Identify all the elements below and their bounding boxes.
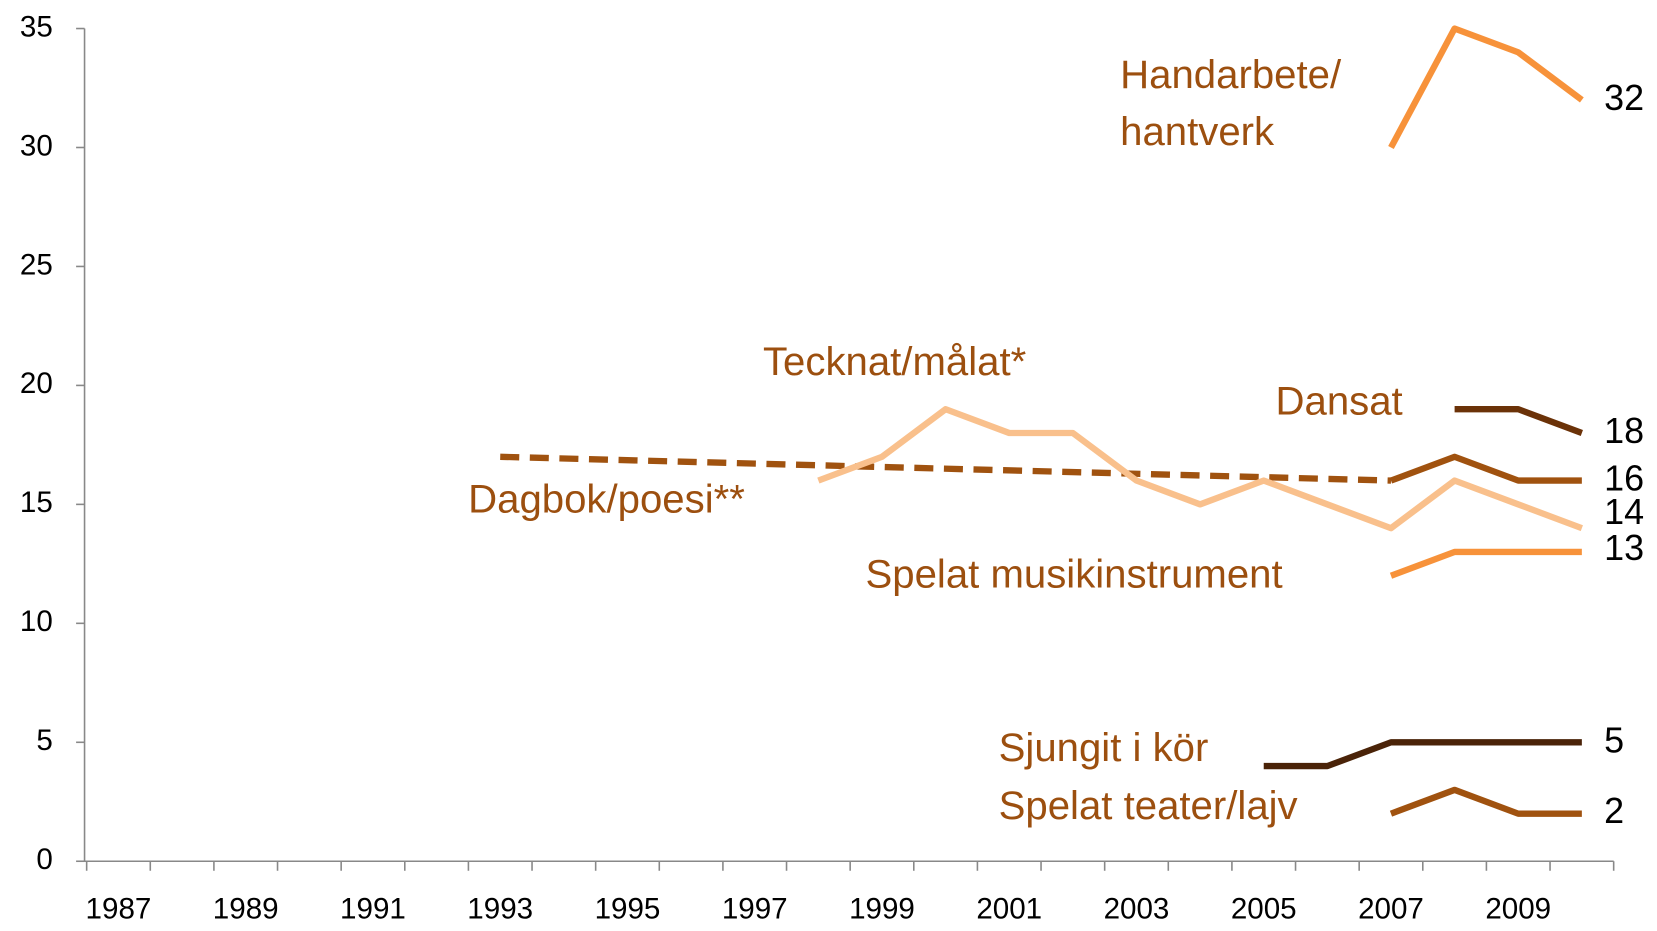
series-name: Sjungit i kör	[999, 725, 1209, 770]
y-tick-label: 15	[20, 486, 53, 519]
x-tick-label: 1995	[595, 893, 661, 926]
x-tick-label: 1989	[213, 893, 279, 926]
y-tick-label: 35	[20, 10, 53, 43]
x-tick-label: 2005	[1231, 893, 1297, 926]
y-tick-label: 20	[20, 367, 53, 400]
series-line	[1389, 786, 1582, 817]
x-tick-label: 1997	[722, 893, 788, 926]
end-label: 16	[1604, 457, 1644, 498]
series-line	[1389, 453, 1582, 484]
x-tick-label: 2001	[976, 893, 1042, 926]
y-tick-label: 30	[20, 129, 53, 162]
y-tick-label: 0	[36, 843, 52, 876]
series-name: Spelat teater/lajv	[999, 783, 1298, 828]
series-name-line: Handarbete/	[1120, 52, 1342, 97]
end-label: 5	[1604, 719, 1624, 760]
series-name: Handarbete/hantverk	[1120, 52, 1342, 154]
x-tick-label: 2007	[1358, 893, 1424, 926]
series-line	[1454, 406, 1583, 436]
x-tick-label: 1999	[849, 893, 915, 926]
series-line	[1263, 739, 1582, 770]
x-tick-label: 2009	[1485, 893, 1551, 926]
series-name: Dagbok/poesi**	[468, 477, 745, 522]
x-tick-label: 1993	[467, 893, 533, 926]
end-label: 32	[1604, 77, 1644, 118]
y-tick-label: 25	[20, 248, 53, 281]
series-line	[817, 406, 1583, 532]
series-line	[1388, 25, 1584, 149]
series-name: Dansat	[1276, 378, 1403, 423]
x-tick-label: 1987	[86, 893, 152, 926]
end-label: 2	[1604, 790, 1624, 831]
end-label: 18	[1604, 410, 1644, 451]
series-line	[1389, 548, 1582, 579]
series-line	[500, 453, 1392, 484]
series-name: Tecknat/målat*	[763, 339, 1026, 384]
end-label: 14	[1604, 491, 1644, 532]
x-tick-label: 1991	[340, 893, 406, 926]
y-tick-label: 5	[36, 724, 52, 757]
series-name: Spelat musikinstrument	[865, 552, 1282, 597]
x-tick-label: 2003	[1104, 893, 1170, 926]
end-label: 13	[1604, 527, 1644, 568]
y-tick-label: 10	[20, 605, 53, 638]
series-name-line: hantverk	[1120, 109, 1275, 154]
